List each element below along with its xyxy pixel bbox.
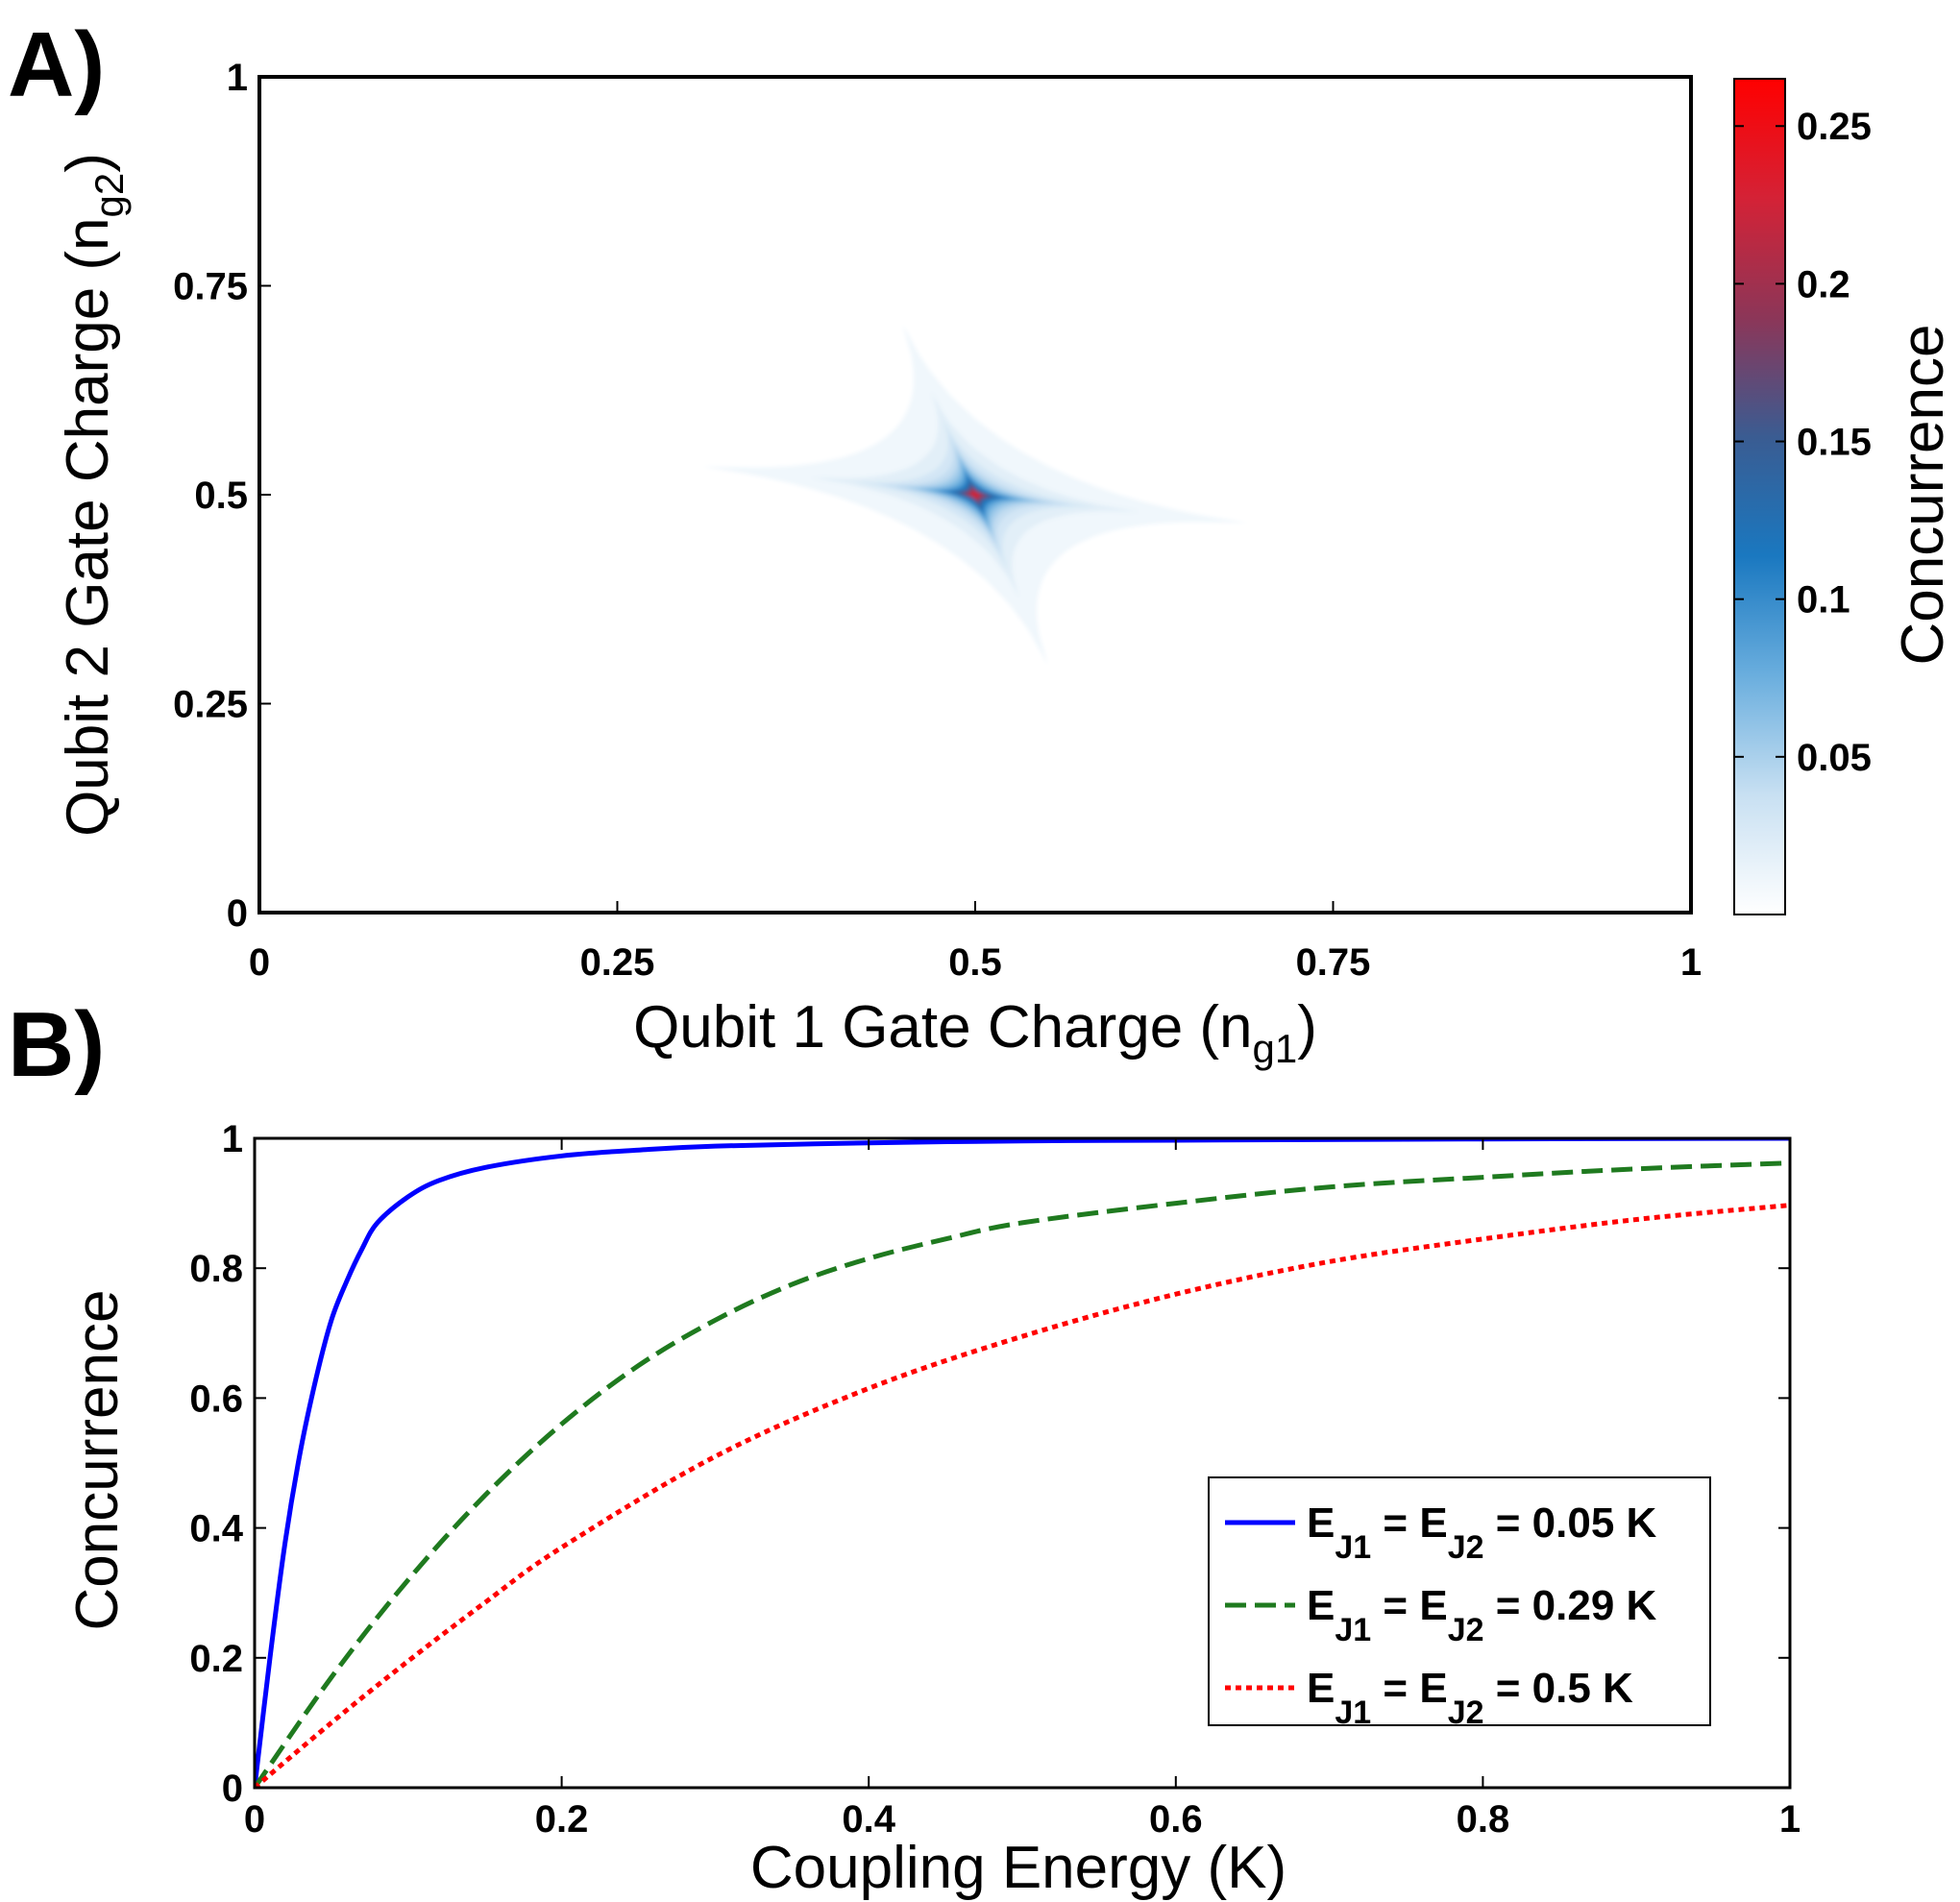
panel-a-y-tick-label: 1	[227, 57, 248, 99]
panel-a-y-tick-label: 0.75	[173, 266, 248, 308]
panel-b-x-tick-label: 0.4	[842, 1798, 895, 1841]
panel-b-y-tick-label: 0.2	[189, 1638, 243, 1680]
colorbar-tick-label: 0.1	[1797, 579, 1850, 622]
panel-b-label: B)	[8, 993, 105, 1096]
legend-item: EJ1 = EJ2 = 0.29 K	[1225, 1582, 1657, 1648]
panel-b-x-tick-label: 0.8	[1457, 1798, 1510, 1841]
panel-b-y-tick-label: 0.4	[189, 1508, 243, 1550]
panel-a-x-tick-label: 0	[249, 941, 270, 984]
panel-a-y-tick-label: 0	[227, 892, 248, 935]
panel-b-x-tick-label: 0.6	[1149, 1798, 1203, 1841]
series-line-2	[255, 1160, 1790, 1788]
panel-b-y-tick-label: 0	[222, 1768, 243, 1810]
heatmap-contours	[259, 77, 1691, 913]
panel-a-y-tick-label: 0.5	[194, 475, 248, 517]
heatmap-contour-level	[968, 491, 982, 499]
panel-b-y-tick-label: 0.6	[189, 1378, 243, 1420]
legend-box	[1208, 1476, 1711, 1726]
legend-item: EJ1 = EJ2 = 0.05 K	[1225, 1500, 1657, 1566]
legend-item: EJ1 = EJ2 = 0.5 K	[1225, 1665, 1633, 1731]
panel-b-x-tick-label: 0.2	[535, 1798, 589, 1841]
panel-a-y-axis-title: Qubit 2 Gate Charge (ng2)	[55, 153, 132, 837]
legend-label: EJ1 = EJ2 = 0.05 K	[1307, 1500, 1657, 1566]
panel-b-x-tick-label: 1	[1779, 1798, 1801, 1841]
panel-b-axes-frame	[253, 1136, 1792, 1790]
colorbar-ticks: 0.05 0.1 0.15 0.2 0.25	[1734, 106, 1872, 779]
panel-b-y-tick-label: 0.8	[189, 1248, 243, 1290]
colorbar	[1733, 78, 1786, 915]
panel-b-y-tick-label: 1	[222, 1118, 243, 1160]
panel-a-x-tick-label: 1	[1680, 941, 1702, 984]
panel-a-ticks: 0 0.25 0.5 0.75 1 0 0.25 0.5 0.75 1	[173, 57, 1702, 984]
panel-a-x-tick-label: 0.25	[580, 941, 655, 984]
panel-b-ticks: 0 0.2 0.4 0.6 0.8 1 0 0.2 0.4 0.6 0.8 1	[189, 1118, 1801, 1841]
legend-label: EJ1 = EJ2 = 0.29 K	[1307, 1582, 1657, 1648]
panel-a-x-axis-title: Qubit 1 Gate Charge (ng1)	[633, 994, 1317, 1071]
panel-a-x-tick-label: 0.5	[948, 941, 1002, 984]
colorbar-tick-label: 0.15	[1797, 422, 1872, 464]
panel-b-x-tick-label: 0	[244, 1798, 265, 1841]
panel-a-x-tick-label: 0.75	[1296, 941, 1371, 984]
colorbar-tick-label: 0.25	[1797, 106, 1872, 148]
series-line-3	[255, 1203, 1790, 1788]
colorbar-tick-label: 0.2	[1797, 263, 1850, 305]
panel-b-y-axis-title: Concurrence	[64, 1290, 131, 1631]
legend-label: EJ1 = EJ2 = 0.5 K	[1307, 1665, 1633, 1731]
legend: EJ1 = EJ2 = 0.05 K EJ1 = EJ2 = 0.29 K EJ1 …	[1208, 1476, 1711, 1731]
panel-a-label: A)	[8, 13, 105, 116]
panel-a-y-tick-label: 0.25	[173, 684, 248, 726]
colorbar-tick-label: 0.05	[1797, 737, 1872, 779]
colorbar-label: Concurrence	[1890, 325, 1956, 666]
panel-b-x-axis-title: Coupling Energy (K)	[750, 1835, 1286, 1901]
